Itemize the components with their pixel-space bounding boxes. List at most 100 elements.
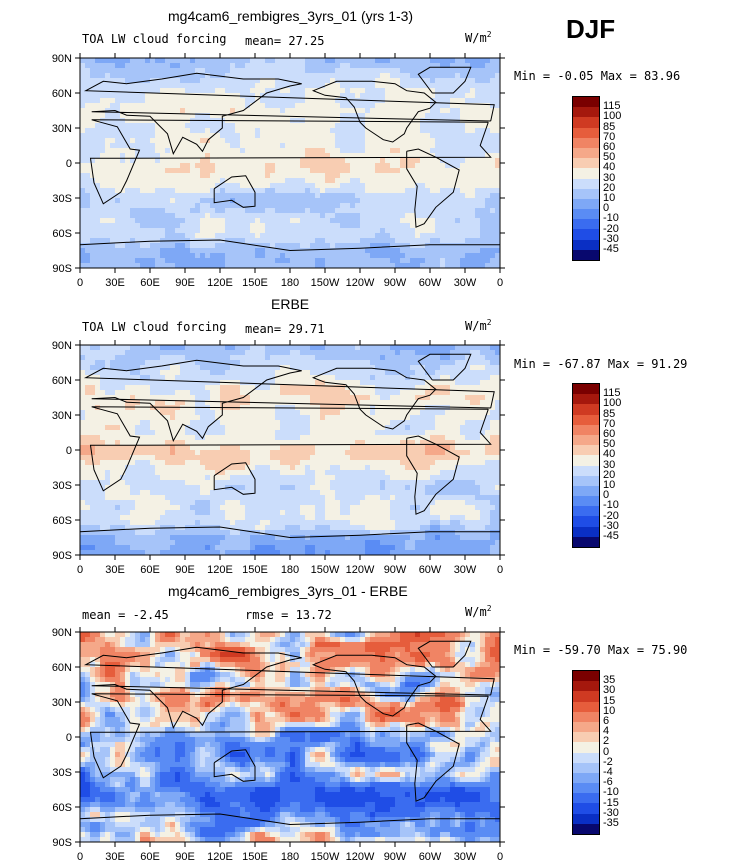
heat-cell [465,350,471,356]
heat-cell [345,228,351,234]
heat-cell [250,243,256,249]
lon-tick-label: 30E [105,277,125,289]
heat-cell [455,203,461,209]
heat-cell [445,133,451,139]
heat-cell [480,345,486,351]
heat-cell [130,238,136,244]
heat-cell [200,183,206,189]
heat-cell [390,385,396,391]
heat-cell [490,63,496,69]
heat-cell [425,158,431,164]
heat-cell [310,193,316,199]
heat-cell [265,203,271,209]
heat-cell [475,355,481,361]
heat-cell [470,73,476,79]
heat-cell [415,233,421,239]
heat-cell [425,113,431,119]
heat-cell [225,83,231,89]
heat-cell [115,375,121,381]
heat-cell [325,345,331,351]
heat-cell [125,108,131,114]
heat-cell [100,148,106,154]
heat-cell [420,410,426,416]
heat-cell [240,98,246,104]
heat-cell [235,213,241,219]
heat-cell [105,178,111,184]
heat-cell [450,118,456,124]
panel2-minmax: Min = -67.87 Max = 91.29 [514,357,688,371]
heat-cell [245,78,251,84]
heat-cell [295,263,301,269]
heat-cell [465,345,471,351]
heat-cell [430,193,436,199]
heat-cell [105,375,111,381]
heat-cell [90,163,96,169]
heat-cell [315,350,321,356]
heat-cell [280,238,286,244]
heat-cell [460,365,466,371]
heat-cell [165,390,171,396]
heat-cell [135,168,141,174]
heat-cell [360,183,366,189]
heat-cell [290,360,296,366]
heat-cell [350,63,356,69]
heat-cell [145,253,151,259]
heat-cell [440,113,446,119]
heat-cell [345,103,351,109]
heat-cell [380,208,386,214]
heat-cell [375,360,381,366]
heat-cell [490,88,496,94]
heat-cell [175,395,181,401]
heat-cell [350,73,356,79]
heat-cell [275,390,281,396]
heat-cell [310,153,316,159]
heat-cell [235,68,241,74]
heat-cell [490,188,496,194]
heat-cell [180,420,186,426]
heat-cell [255,203,261,209]
heat-cell [285,233,291,239]
heat-cell [460,390,466,396]
heat-cell [455,400,461,406]
heat-cell [330,370,336,376]
heat-cell [230,113,236,119]
heat-cell [255,380,261,386]
heat-cell [375,415,381,421]
heat-cell [235,193,241,199]
heat-cell [215,375,221,381]
heat-cell [265,233,271,239]
heat-cell [235,143,241,149]
heat-cell [80,78,86,84]
heat-cell [85,138,91,144]
heat-cell [275,248,281,254]
heat-cell [190,223,196,229]
heat-cell [270,345,276,351]
heat-cell [160,143,166,149]
heat-cell [170,188,176,194]
heat-cell [430,183,436,189]
heat-cell [455,93,461,99]
heat-cell [175,183,181,189]
heat-cell [110,68,116,74]
heat-cell [110,98,116,104]
heat-cell [160,203,166,209]
heat-cell [160,198,166,204]
heat-cell [80,203,86,209]
heat-cell [85,58,91,64]
heat-cell [265,88,271,94]
heat-cell [335,213,341,219]
heat-cell [270,103,276,109]
heat-cell [360,78,366,84]
heat-cell [230,415,236,421]
heat-cell [415,365,421,371]
heat-cell [320,173,326,179]
heat-cell [320,415,326,421]
heat-cell [425,203,431,209]
heat-cell [420,193,426,199]
heat-cell [325,173,331,179]
heat-cell [400,380,406,386]
heat-cell [105,385,111,391]
heat-cell [155,345,161,351]
heat-cell [280,253,286,259]
heat-cell [475,233,481,239]
